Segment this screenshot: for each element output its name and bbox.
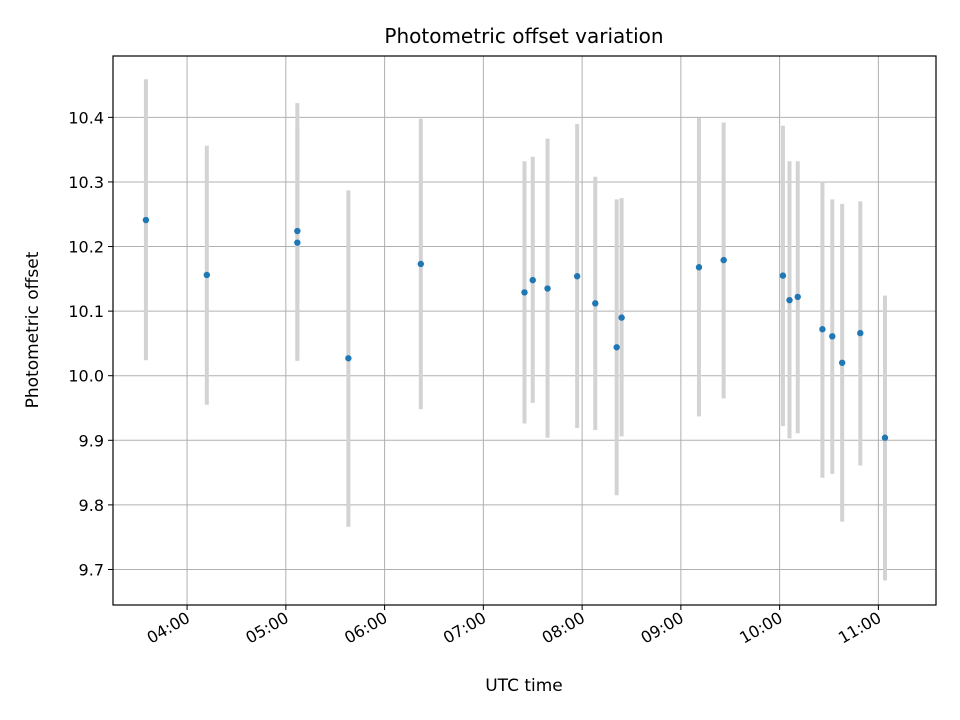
y-tick-label: 9.9	[79, 431, 104, 450]
x-axis-label: UTC time	[485, 676, 563, 696]
data-point	[779, 272, 787, 279]
y-tick-label: 9.7	[79, 560, 104, 579]
data-point	[573, 273, 581, 280]
data-point	[417, 260, 425, 268]
data-point	[529, 276, 536, 284]
data-point	[345, 355, 352, 362]
data-point	[294, 239, 301, 246]
y-tick-label: 10.2	[68, 238, 104, 257]
y-tick-label: 10.3	[68, 173, 104, 192]
data-point	[819, 326, 826, 333]
data-point	[838, 359, 846, 366]
data-point	[203, 271, 211, 279]
y-tick-label: 10.4	[68, 108, 104, 127]
data-point	[695, 264, 703, 271]
data-point	[881, 434, 889, 441]
data-point	[857, 329, 864, 337]
data-points	[142, 216, 889, 441]
plot-frame	[112, 55, 937, 606]
y-tick-label: 10.0	[68, 367, 104, 386]
data-point	[829, 333, 836, 340]
chart-title: Photometric offset variation	[384, 24, 663, 48]
data-point	[294, 227, 301, 235]
y-tick-label: 10.1	[68, 302, 104, 321]
y-tick-label: 9.8	[79, 496, 104, 515]
data-point	[592, 300, 599, 307]
data-point	[521, 289, 528, 296]
y-axis-label: Photometric offset	[23, 251, 43, 408]
data-point	[544, 285, 551, 292]
data-point	[613, 344, 620, 351]
data-point	[618, 314, 625, 321]
y-axis-ticks: 9.7 9.8 9.9 10.0 10.1 10.2 10.3 10.4	[68, 108, 113, 579]
data-point	[786, 296, 793, 304]
data-point	[142, 216, 150, 224]
data-point	[720, 256, 727, 264]
data-point	[794, 293, 801, 301]
